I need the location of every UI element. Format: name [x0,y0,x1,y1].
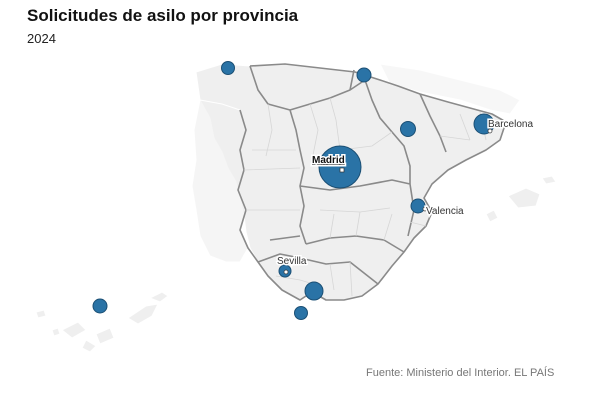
city-label-madrid: Madrid [312,155,345,166]
bubble-zaragoza [400,121,416,137]
city-marker-madrid [339,167,345,173]
city-marker-barcelona [487,128,493,134]
canary-islands-land [35,291,169,353]
bubble-las-palmas [92,298,108,314]
bubble-malaga [304,281,324,301]
city-marker-sevilla [283,269,289,275]
bubble-cadiz [294,306,308,320]
city-marker-valencia [422,206,428,212]
bubble-valencia [410,198,426,214]
spain-border [237,63,507,301]
city-label-valencia: Valencia [426,206,464,217]
portugal-land [191,99,249,263]
page-title: Solicitudes de asilo por provincia [27,6,299,25]
ibiza-land [485,209,499,223]
france-land [379,63,521,115]
source-note: Fuente: Ministerio del Interior. EL PAÍS [366,367,555,379]
bubble-guipuzcoa [356,67,372,83]
menorca-land [541,175,557,185]
page-subtitle: 2024 [27,31,56,46]
city-label-sevilla: Sevilla [277,256,307,267]
bubble-madrid [318,145,362,189]
mallorca-land [507,187,541,209]
bubble-lugo [221,61,235,75]
city-label-barcelona: Barcelona [488,119,533,130]
